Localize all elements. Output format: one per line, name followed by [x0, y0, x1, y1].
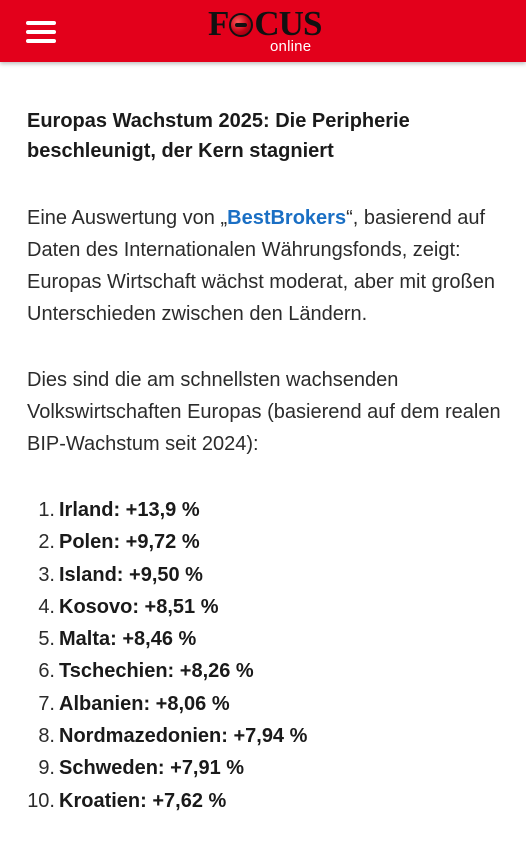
intro-paragraph: Eine Auswertung von „BestBrokers“, basie… — [27, 207, 495, 325]
logo-subtitle: online — [270, 38, 312, 55]
bestbrokers-link[interactable]: BestBrokers — [227, 207, 347, 229]
list-item: 5. Malta: +8,46 % — [27, 623, 507, 655]
list-item-number: 2. — [38, 531, 55, 554]
list-item-number: 3. — [38, 563, 55, 586]
list-item-text: Kroatien: +7,62 % — [59, 789, 227, 812]
list-item: 8. Nordmazedonien: +7,94 % — [27, 720, 507, 752]
list-item: 2. Polen: +9,72 % — [27, 526, 507, 558]
logo-wordmark: F CUS — [208, 4, 322, 43]
list-item: 3. Island: +9,50 % — [27, 559, 507, 591]
list-item-text: Irland: +13,9 % — [59, 499, 200, 521]
list-item: 6. Tschechien: +8,26 % — [27, 655, 507, 687]
list-item-number: 4. — [38, 595, 55, 618]
article-headline: Europas Wachstum 2025: Die Peripherie be… — [27, 110, 410, 162]
list-item: 4. Kosovo: +8,51 % — [27, 591, 507, 623]
list-item-text: Tschechien: +8,26 % — [59, 660, 254, 683]
list-item-number: 5. — [38, 628, 55, 651]
list-item-number: 1. — [38, 499, 55, 521]
list-item-text: Malta: +8,46 % — [59, 628, 197, 651]
list-item-text: Kosovo: +8,51 % — [59, 595, 219, 618]
list-item-number: 6. — [38, 660, 55, 683]
focus-online-logo[interactable]: F CUS online — [208, 4, 338, 58]
list-item: 10. Kroatien: +7,62 % — [27, 785, 507, 817]
list-item-text: Polen: +9,72 % — [59, 531, 200, 554]
list-item-number: 8. — [38, 725, 55, 748]
list-item-number: 7. — [38, 692, 55, 715]
site-header: F CUS online — [0, 0, 526, 62]
growth-ranking-list: 1. Irland: +13,9 % 2. Polen: +9,72 % 3. Isl… — [27, 494, 507, 817]
list-item-number: 10. — [27, 789, 55, 812]
list-item-text: Schweden: +7,91 % — [59, 757, 245, 780]
logo-globe-icon — [229, 13, 254, 37]
list-item-text: Nordmazedonien: +7,94 % — [59, 725, 308, 748]
list-intro-paragraph: Dies sind die am schnellsten wachsenden … — [27, 369, 501, 455]
article-body: Europas Wachstum 2025: Die Peripherie be… — [27, 106, 507, 817]
list-item: 1. Irland: +13,9 % — [27, 494, 507, 526]
list-item-text: Albanien: +8,06 % — [59, 692, 230, 715]
list-item-text: Island: +9,50 % — [59, 563, 203, 586]
list-item: 9. Schweden: +7,91 % — [27, 752, 507, 784]
list-item-number: 9. — [38, 757, 55, 780]
list-item: 7. Albanien: +8,06 % — [27, 688, 507, 720]
hamburger-menu-icon[interactable] — [26, 19, 56, 45]
